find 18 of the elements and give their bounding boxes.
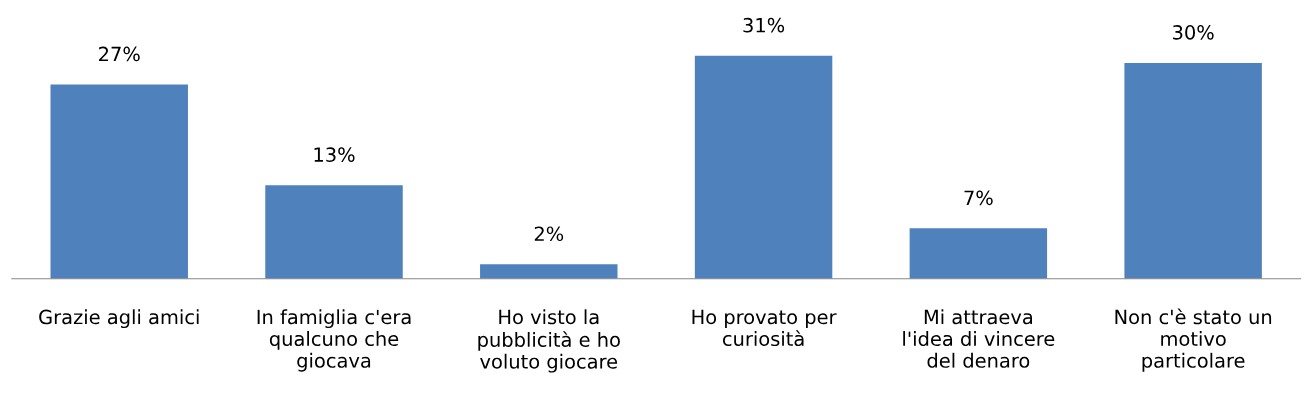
data-label: 2%: [534, 226, 564, 242]
bar: [909, 228, 1048, 279]
x-tick-label: Mi attraeva l'idea di vincere del denaro: [903, 309, 1055, 368]
bar: [694, 55, 833, 279]
data-label: 27%: [99, 46, 140, 62]
bar: [265, 185, 403, 279]
x-tick-label: In famiglia c'era qualcuno che giocava: [257, 309, 411, 372]
x-tick-label: Ho visto la pubblicità e ho voluto giocare: [478, 309, 620, 373]
data-label: 13%: [314, 147, 355, 162]
data-label: 31%: [743, 17, 785, 33]
x-tick-label: Grazie agli amici: [39, 309, 199, 329]
x-tick-label: Non c'è stato un motivo particolare: [1115, 308, 1272, 372]
data-label: 7%: [964, 190, 993, 206]
data-label: 30%: [1173, 25, 1214, 40]
bar: [1124, 62, 1262, 279]
x-tick-label: Ho provato per curiosità: [692, 309, 837, 347]
bar: [50, 84, 188, 279]
bar: [480, 264, 618, 279]
